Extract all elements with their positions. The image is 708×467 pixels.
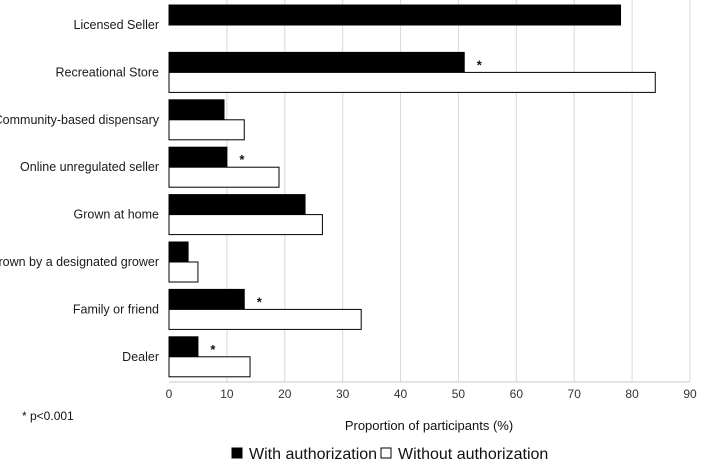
significance-star: * [210,342,216,357]
bar-with-authorization-licensed-seller [169,5,621,25]
significance-star: * [257,294,263,309]
category-label-grown-at-home: Grown at home [74,208,160,222]
category-label-online-unregulated-seller: Online unregulated seller [20,160,159,174]
x-tick-label: 60 [510,387,524,401]
footnote: * p<0.001 [22,409,74,423]
legend-swatch-with-authorization [232,448,242,458]
x-tick-label: 90 [683,387,697,401]
x-tick-label: 30 [336,387,350,401]
bar-without-authorization-dealer [169,357,250,377]
x-tick-label: 50 [452,387,466,401]
x-axis-title: Proportion of participants (%) [345,418,513,433]
significance-star: * [477,57,483,72]
bar-without-authorization-family-or-friend [169,309,361,329]
significance-star: * [239,152,245,167]
x-tick-label: 40 [394,387,408,401]
bar-with-authorization-recreational-store [169,52,464,72]
category-label-recreational-store: Recreational Store [55,65,159,79]
bar-with-authorization-grown-by-a-designated-grower [169,242,188,262]
x-tick-label: 80 [625,387,639,401]
category-label-licensed-seller: Licensed Seller [74,18,159,32]
x-tick-labels: 0 10 20 30 40 50 60 70 80 90 [166,387,697,401]
bar-without-authorization-recreational-store [169,72,655,92]
x-tick-label: 0 [166,387,173,401]
category-label-grown-by-a-designated-grower: Grown by a designated grower [0,255,159,269]
legend-swatch-without-authorization [381,448,391,458]
x-tick-label: 10 [220,387,234,401]
bar-with-authorization-community-based-dispensary [169,100,224,120]
bar-without-authorization-grown-by-a-designated-grower [169,262,198,282]
bar-with-authorization-dealer [169,337,198,357]
bar-with-authorization-grown-at-home [169,195,305,215]
bar-without-authorization-community-based-dispensary [169,120,244,140]
bar-with-authorization-family-or-friend [169,289,244,309]
legend-label-without-authorization: Without authorization [398,446,548,463]
bar-with-authorization-online-unregulated-seller [169,147,227,167]
x-tick-label: 20 [278,387,292,401]
x-tick-label: 70 [568,387,582,401]
category-label-family-or-friend: Family or friend [73,302,159,316]
category-label-dealer: Dealer [122,350,159,364]
bars [169,5,655,377]
bar-without-authorization-grown-at-home [169,215,322,235]
legend: With authorization Without authorization [232,446,548,463]
bar-without-authorization-online-unregulated-seller [169,167,279,187]
legend-label-with-authorization: With authorization [249,446,377,463]
category-label-community-based-dispensary: Community-based dispensary [0,113,160,127]
